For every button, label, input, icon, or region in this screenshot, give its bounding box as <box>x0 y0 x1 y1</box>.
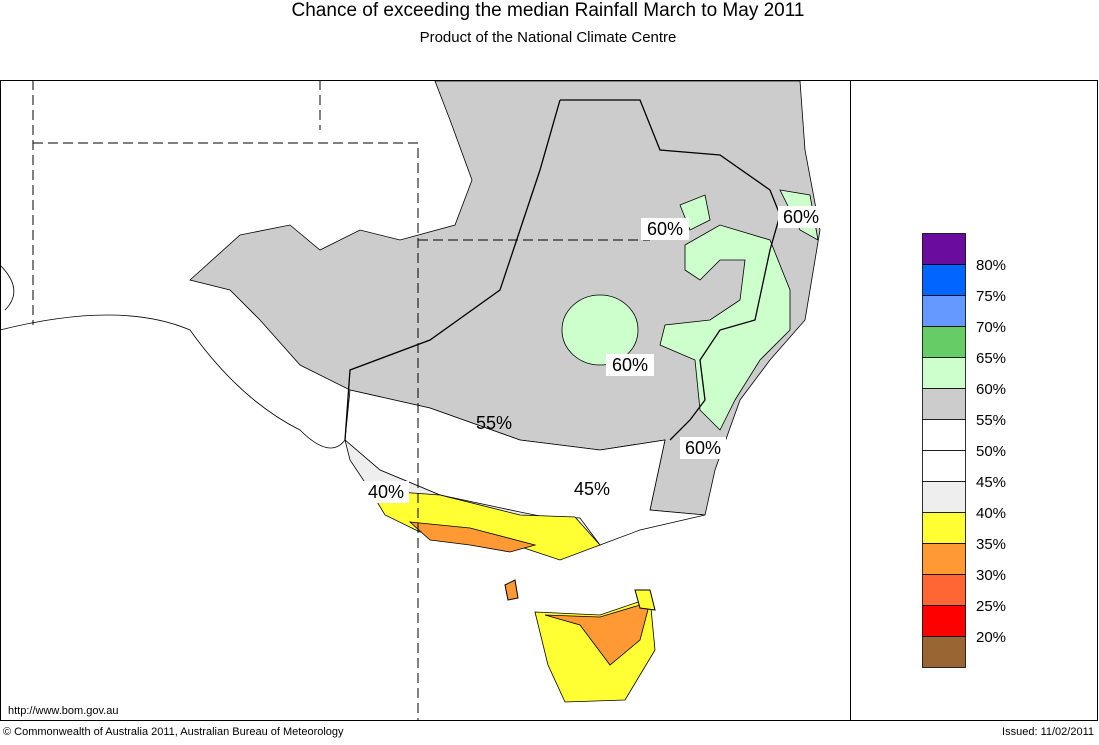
legend-swatch <box>922 233 966 265</box>
label-bg <box>568 478 616 500</box>
contour-label: 60% <box>685 438 721 458</box>
legend-label: 45% <box>976 474 1006 491</box>
label-bg <box>680 437 726 459</box>
contour-label: 45% <box>574 479 610 499</box>
url: http://www.bom.gov.au <box>8 705 118 717</box>
legend-swatch <box>922 419 966 451</box>
island <box>504 579 519 601</box>
legend-swatch <box>922 264 966 296</box>
label-bg <box>606 354 654 376</box>
map: 60% 60% 60% 60% 55% 45% 40% http://www.b… <box>0 80 1098 721</box>
contour-label: 55% <box>476 413 512 433</box>
contour-label: 40% <box>368 482 404 502</box>
legend-swatch <box>922 326 966 358</box>
legend-label: 25% <box>976 598 1006 615</box>
region-60-65 <box>659 224 791 431</box>
region-60-65 <box>561 294 639 366</box>
legend-swatch <box>922 512 966 544</box>
copyright: © Commonwealth of Australia 2011, Austra… <box>3 726 344 738</box>
legend-label: 50% <box>976 443 1006 460</box>
legend-label: 30% <box>976 567 1006 584</box>
label-bg <box>641 218 689 240</box>
legend-swatch <box>922 605 966 637</box>
label-bg <box>778 206 824 228</box>
subtitle: Product of the National Climate Centre <box>420 29 677 46</box>
legend-label: 20% <box>976 629 1006 646</box>
legend-swatch <box>922 574 966 606</box>
contour-label: 60% <box>783 207 819 227</box>
legend-swatch <box>922 450 966 482</box>
legend-swatch <box>922 357 966 389</box>
issued-date: Issued: 11/02/2011 <box>1002 726 1094 738</box>
contour-label: 60% <box>647 219 683 239</box>
coastline <box>0 264 346 449</box>
legend-swatch <box>922 636 966 668</box>
flinders-island <box>634 589 656 611</box>
legend: 80% 75% 70% 65% 60% 55% 50% 45% 40% 35% 30% 25% 20% <box>922 233 1006 668</box>
legend-label: 60% <box>976 381 1006 398</box>
legend-label: 65% <box>976 350 1006 367</box>
legend-label: 80% <box>976 257 1006 274</box>
legend-label: 40% <box>976 505 1006 522</box>
state-borders <box>32 80 650 720</box>
title: Chance of exceeding the median Rainfall … <box>292 0 805 21</box>
tasmania-30-35 <box>544 601 651 666</box>
region-35-40 <box>369 489 601 561</box>
contour-labels: 60% 60% 60% 60% 55% 45% 40% <box>363 206 824 503</box>
legend-swatch <box>922 295 966 327</box>
contour-label: 60% <box>612 355 648 375</box>
legend-swatch <box>922 481 966 513</box>
state-border <box>344 99 781 441</box>
legend-label: 70% <box>976 319 1006 336</box>
legend-swatch <box>922 543 966 575</box>
legend-label: 35% <box>976 536 1006 553</box>
legend-label: 55% <box>976 412 1006 429</box>
legend-swatch <box>922 388 966 420</box>
region-30-35 <box>408 521 537 553</box>
label-bg <box>363 481 409 503</box>
legend-label: 75% <box>976 288 1006 305</box>
